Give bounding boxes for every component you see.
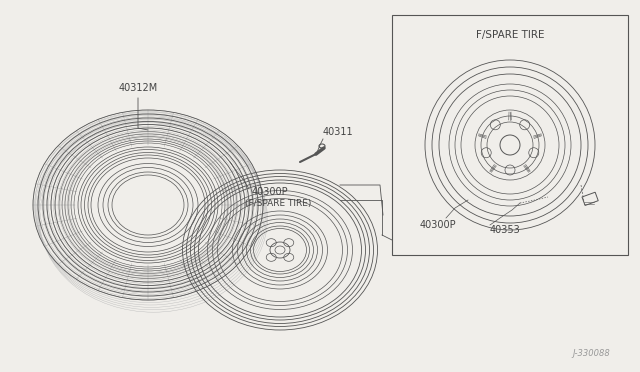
Text: 40312M: 40312M <box>118 83 157 93</box>
Text: 40300P: 40300P <box>252 187 289 197</box>
Circle shape <box>500 135 520 155</box>
Text: F/SPARE TIRE: F/SPARE TIRE <box>476 30 544 40</box>
Text: 40353: 40353 <box>490 225 521 235</box>
Text: 40311: 40311 <box>323 127 354 137</box>
Bar <box>392 15 628 255</box>
Bar <box>582 192 598 205</box>
Text: (F/SPARE TIRE): (F/SPARE TIRE) <box>245 199 312 208</box>
Text: 40300P: 40300P <box>420 220 456 230</box>
Text: J-330088: J-330088 <box>572 349 610 358</box>
Ellipse shape <box>275 246 285 254</box>
